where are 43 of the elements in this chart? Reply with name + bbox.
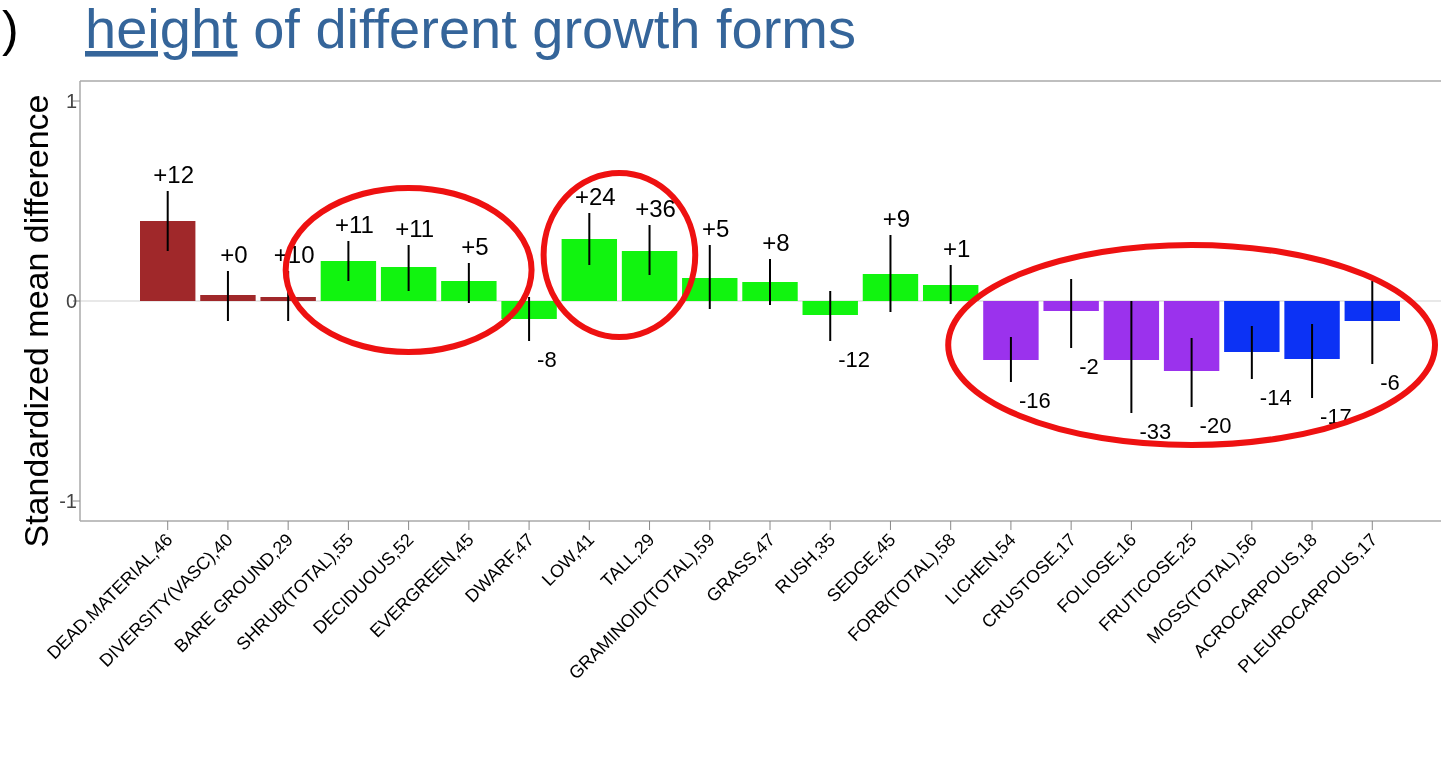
- bar: [621, 251, 678, 301]
- bar: [1224, 301, 1280, 352]
- chart-title: height of different growth forms: [85, 0, 856, 60]
- annotation: -20: [1199, 413, 1232, 438]
- bar: [1344, 301, 1400, 321]
- annotation: +0: [220, 241, 248, 268]
- annotation: -12: [838, 347, 871, 372]
- bar: [1284, 301, 1340, 359]
- annotation: -14: [1259, 385, 1292, 410]
- annotation: +5: [461, 233, 489, 260]
- annotation: +12: [153, 161, 195, 188]
- bar: [140, 221, 196, 301]
- annotation: +1: [943, 235, 971, 262]
- annotation: +5: [702, 215, 730, 242]
- bar: [742, 282, 798, 301]
- bar: [862, 274, 919, 301]
- annotation: -33: [1139, 419, 1172, 444]
- annotation: -2: [1079, 354, 1099, 379]
- annotation: -16: [1018, 388, 1051, 413]
- bar: [380, 267, 437, 301]
- bar: [802, 301, 858, 315]
- y-tick-label: 1: [65, 90, 77, 112]
- annotation: +8: [762, 229, 790, 256]
- bar: [441, 281, 497, 301]
- y-tick-label: -1: [59, 490, 77, 512]
- annotation: +24: [574, 183, 616, 210]
- bar: [1103, 301, 1160, 360]
- bar: [1043, 301, 1099, 311]
- text: ): [2, 1, 19, 57]
- bar: [200, 295, 256, 301]
- annotation: +36: [635, 195, 676, 222]
- bar: [561, 239, 618, 301]
- bar: [983, 301, 1039, 360]
- bar: [1163, 301, 1220, 371]
- y-tick-label: 0: [65, 290, 77, 312]
- annotation: -8: [537, 347, 557, 372]
- annotation: +11: [334, 211, 374, 238]
- bar: [922, 285, 979, 301]
- annotation: -6: [1380, 370, 1400, 395]
- bar: [320, 261, 377, 301]
- annotation: +9: [882, 205, 911, 232]
- y-axis-title: Standardized mean difference: [17, 94, 55, 548]
- annotation: +11: [395, 215, 435, 242]
